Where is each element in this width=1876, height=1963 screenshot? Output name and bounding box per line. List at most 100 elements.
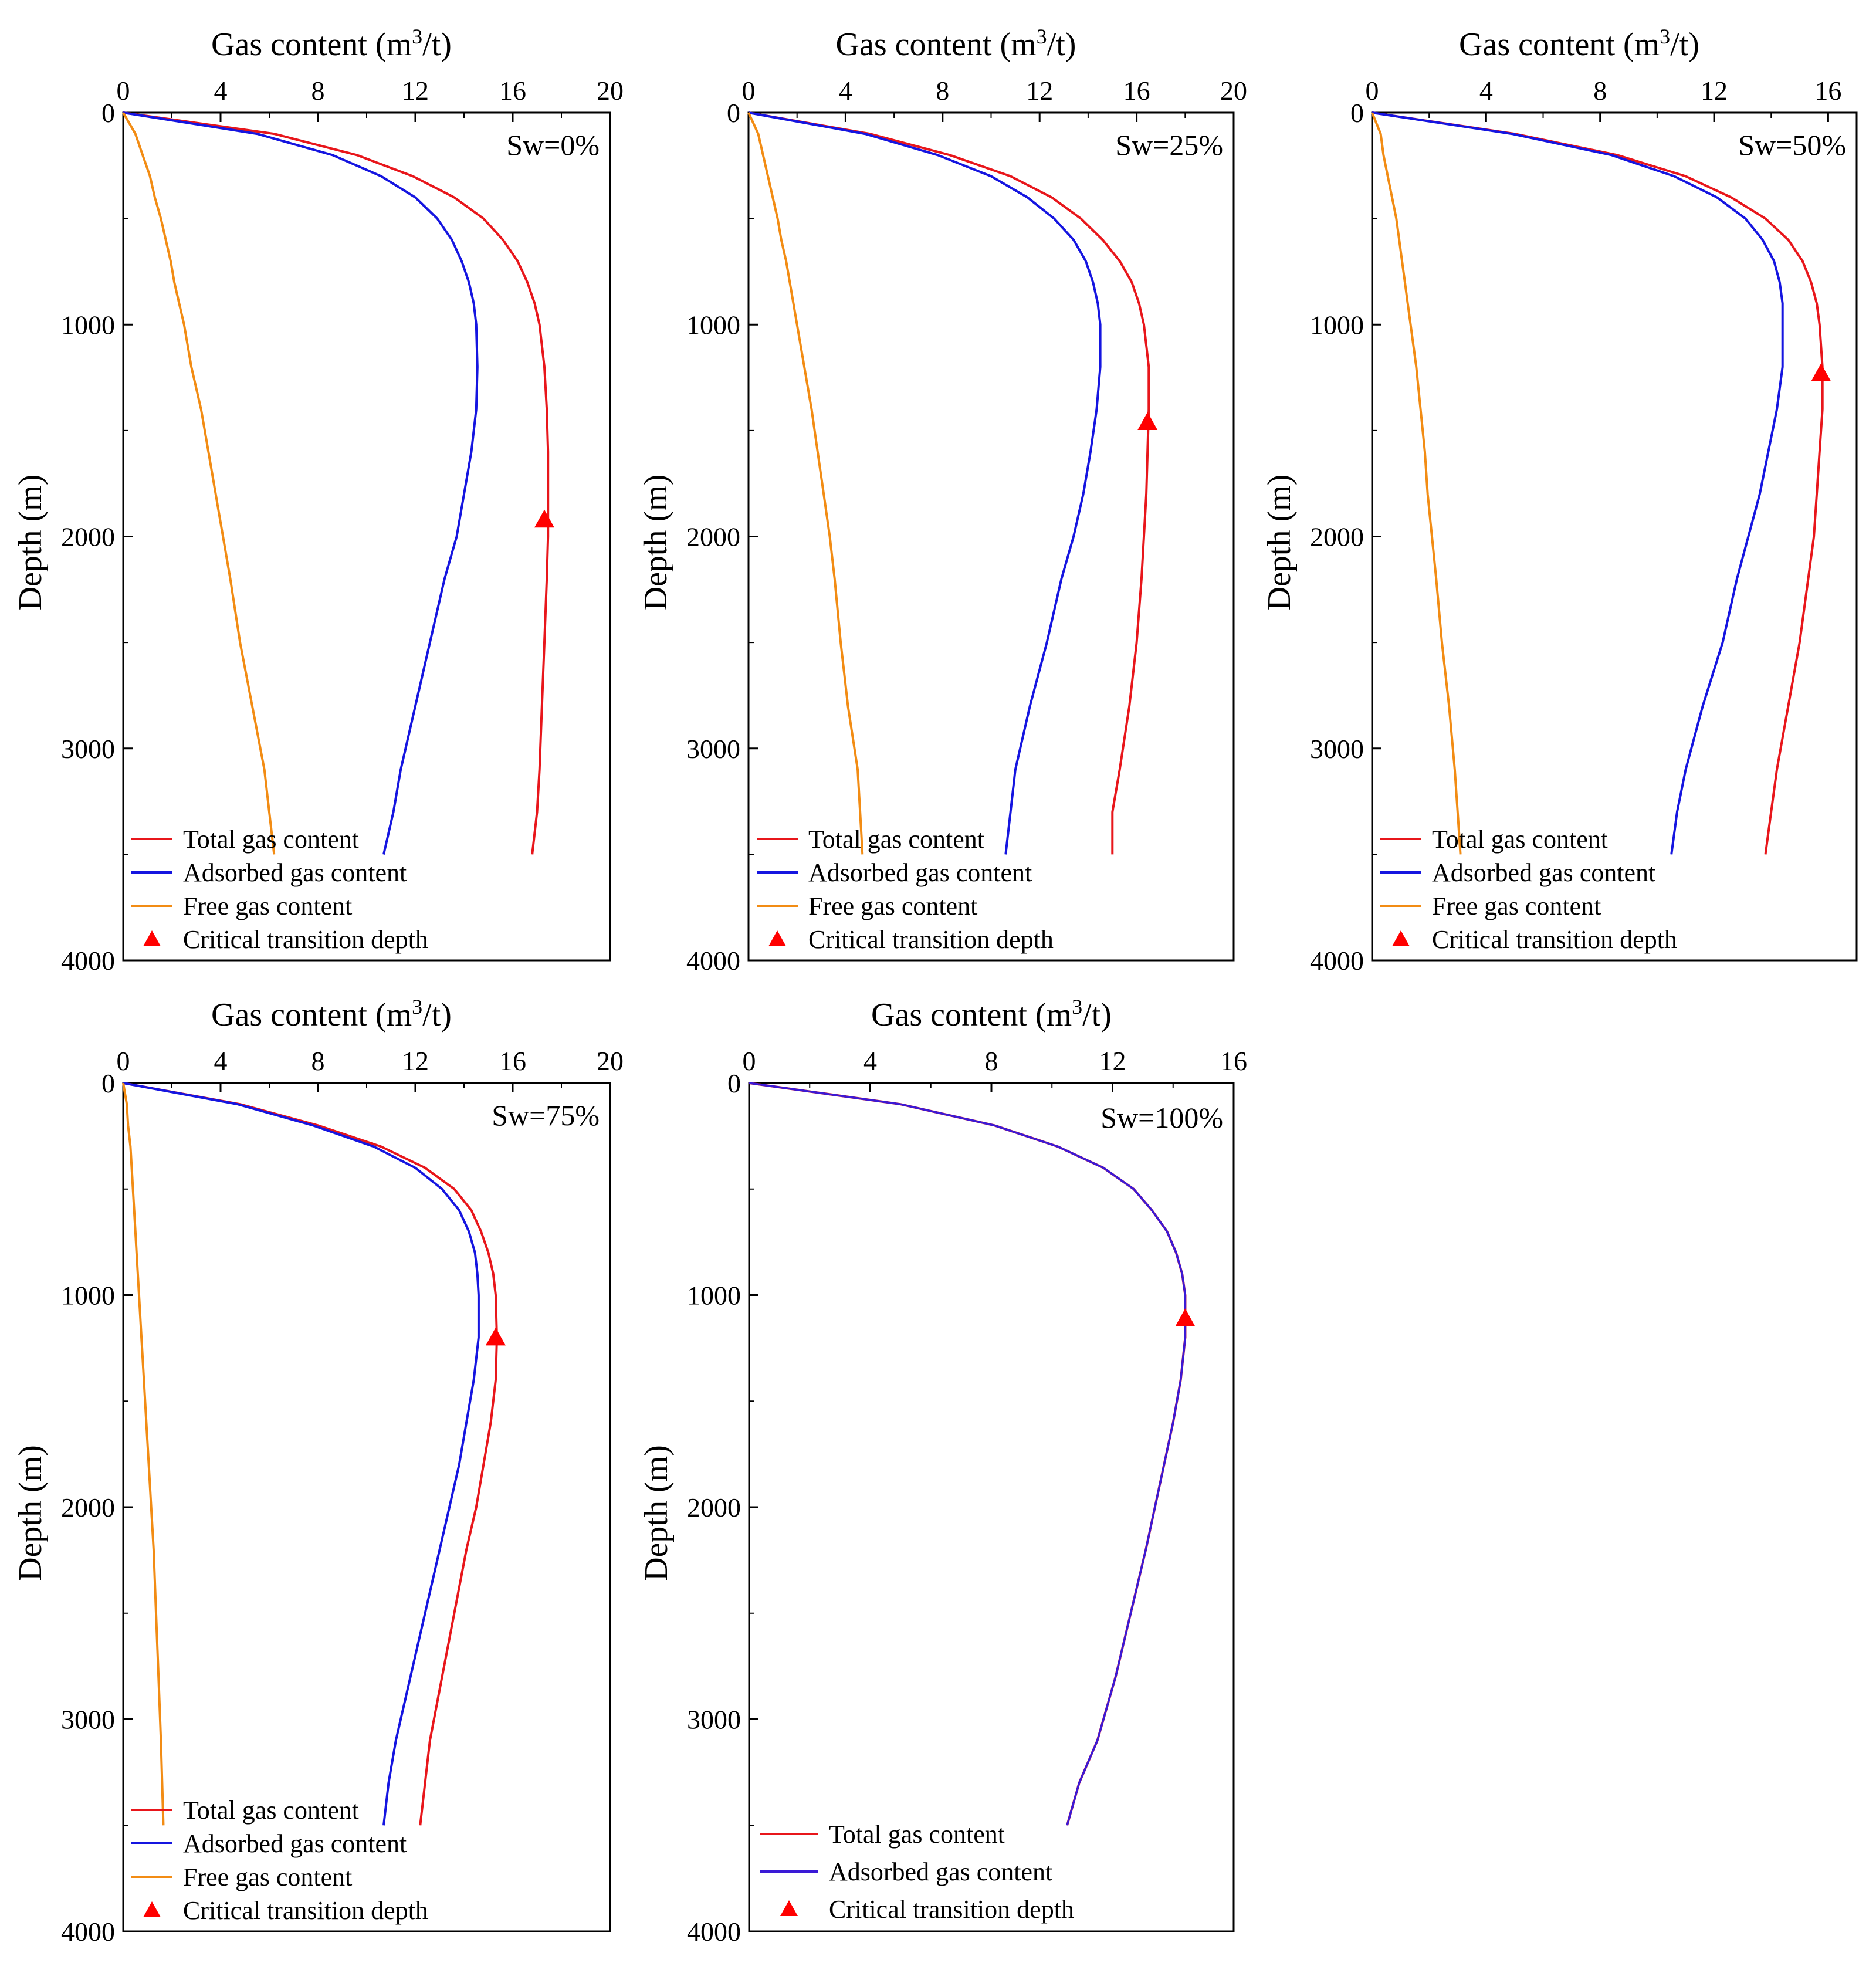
x-axis-title-end: /t) — [1670, 26, 1699, 63]
x-tick-label: 20 — [597, 1046, 624, 1076]
y-tick-label: 1000 — [61, 1281, 115, 1311]
x-axis-title-sup: 3 — [1037, 25, 1047, 48]
legend-label: Total gas content — [808, 825, 984, 854]
legend-label: Critical transition depth — [829, 1895, 1074, 1924]
y-tick-label: 1000 — [687, 1281, 741, 1311]
y-tick-label: 1000 — [1310, 310, 1364, 340]
x-tick-label: 12 — [1026, 76, 1053, 106]
plot-frame — [748, 1082, 1235, 1932]
legend: Total gas content Adsorbed gas content Fre… — [1380, 825, 1677, 954]
legend-triangle-swatch — [780, 1900, 798, 1916]
series-line-total-gas-content — [123, 111, 550, 855]
x-tick-label: 0 — [1366, 76, 1379, 106]
series-line-total-gas-content — [748, 111, 1150, 855]
series-line-free-gas-content — [122, 112, 276, 855]
x-axis-title-end: /t) — [422, 26, 452, 63]
series-line-free-gas-content — [122, 1082, 165, 1826]
x-tick-label: 4 — [839, 76, 852, 106]
x-axis-title-sup: 3 — [412, 25, 422, 48]
x-tick-label: 8 — [311, 1046, 325, 1076]
saturation-label: Sw=0% — [506, 128, 600, 161]
chart-panel-4: 0 4 8 12 16 20 0 1000 2000 3000 4000 Gas content (m… — [12, 995, 624, 1947]
legend-label: Total gas content — [829, 1820, 1005, 1849]
x-tick-label: 0 — [743, 1046, 756, 1076]
y-tick-label: 4000 — [686, 946, 740, 976]
x-axis-title-sup: 3 — [1660, 25, 1670, 48]
y-axis-title: Depth (m) — [12, 475, 49, 611]
critical-transition-marker — [1175, 1308, 1196, 1326]
x-axis-title-main: Gas content (m — [211, 26, 412, 63]
x-tick-label: 12 — [1701, 76, 1728, 106]
saturation-label: Sw=75% — [492, 1099, 600, 1132]
series-line-free-gas-content — [747, 112, 864, 855]
legend-item: Critical transition depth — [780, 1895, 1074, 1924]
series-line-adsorbed-gas-content — [1372, 111, 1784, 855]
x-axis-title-main: Gas content (m — [871, 997, 1072, 1033]
critical-transition-marker — [534, 509, 554, 528]
legend-label: Adsorbed gas content — [829, 1857, 1052, 1886]
x-axis-title-sup: 3 — [412, 995, 422, 1018]
legend-label: Free gas content — [1432, 892, 1601, 920]
saturation-label: Sw=100% — [1100, 1101, 1223, 1134]
y-axis-title: Depth (m) — [638, 475, 674, 611]
series-line-adsorbed-gas-content — [123, 1082, 480, 1826]
legend-item: Free gas content — [1380, 892, 1601, 920]
series-line-total-gas-content — [1372, 111, 1824, 855]
legend-item: Critical transition depth — [143, 925, 428, 954]
x-tick-label: 12 — [402, 76, 429, 106]
saturation-label: Sw=50% — [1738, 128, 1846, 161]
series-line-total-gas-content — [123, 1082, 498, 1826]
legend-label: Adsorbed gas content — [1432, 858, 1655, 887]
y-tick-label: 2000 — [61, 522, 115, 552]
legend-item: Total gas content — [760, 1820, 1005, 1849]
legend-label: Adsorbed gas content — [808, 858, 1032, 887]
chart-panel-5: 0 4 8 12 16 0 1000 2000 3000 4000 Gas content (m3/… — [638, 995, 1247, 1947]
series-line-free-gas-content — [1371, 112, 1462, 855]
legend-label: Critical transition depth — [183, 925, 428, 954]
y-tick-label: 4000 — [61, 1917, 115, 1947]
y-tick-label: 0 — [1350, 98, 1364, 128]
legend-triangle-swatch — [143, 1901, 161, 1917]
y-tick-label: 0 — [101, 1068, 115, 1098]
legend-label: Adsorbed gas content — [183, 858, 407, 887]
series-line-adsorbed-gas-content — [749, 1082, 1187, 1826]
x-tick-label: 4 — [214, 1046, 228, 1076]
y-axis-title: Depth (m) — [638, 1445, 675, 1581]
legend-label: Critical transition depth — [1432, 925, 1677, 954]
x-tick-label: 20 — [597, 76, 624, 106]
legend-item: Adsorbed gas content — [131, 1829, 407, 1858]
x-tick-label: 4 — [214, 76, 228, 106]
legend-label: Adsorbed gas content — [183, 1829, 407, 1858]
series-line-total-gas-content — [749, 1082, 1187, 1826]
legend-item: Critical transition depth — [1392, 925, 1677, 954]
legend-item: Adsorbed gas content — [757, 858, 1032, 887]
saturation-label: Sw=25% — [1115, 128, 1223, 161]
series-line-adsorbed-gas-content — [123, 111, 479, 855]
legend: Total gas content Adsorbed gas content Fre… — [757, 825, 1054, 954]
x-axis-title: Gas content (m3/t) — [836, 25, 1076, 63]
legend-item: Critical transition depth — [143, 1896, 428, 1925]
x-tick-label: 0 — [117, 76, 130, 106]
legend-item: Total gas content — [1380, 825, 1608, 854]
chart-panel-1: 0 4 8 12 16 20 0 1000 2000 3000 4000 Gas content (m… — [12, 25, 624, 976]
legend-label: Critical transition depth — [183, 1896, 428, 1925]
legend-label: Critical transition depth — [808, 925, 1054, 954]
x-tick-label: 8 — [985, 1046, 998, 1076]
legend-label: Total gas content — [183, 1796, 359, 1825]
x-tick-label: 20 — [1220, 76, 1247, 106]
critical-transition-marker — [485, 1327, 506, 1346]
x-axis-title: Gas content (m3/t) — [211, 995, 452, 1033]
y-tick-label: 4000 — [61, 946, 115, 976]
x-tick-label: 12 — [1099, 1046, 1126, 1076]
y-tick-label: 3000 — [61, 734, 115, 764]
legend-item: Adsorbed gas content — [131, 858, 407, 887]
legend-item: Free gas content — [131, 892, 352, 920]
legend: Total gas content Adsorbed gas content Cri… — [760, 1820, 1074, 1924]
legend: Total gas content Adsorbed gas content Fre… — [131, 1796, 428, 1925]
y-tick-label: 2000 — [686, 522, 740, 552]
y-tick-label: 0 — [727, 98, 740, 128]
x-tick-label: 16 — [1220, 1046, 1247, 1076]
x-axis-title-end: /t) — [1047, 26, 1076, 63]
legend-label: Free gas content — [183, 1863, 352, 1891]
x-axis-title-end: /t) — [1082, 997, 1112, 1033]
